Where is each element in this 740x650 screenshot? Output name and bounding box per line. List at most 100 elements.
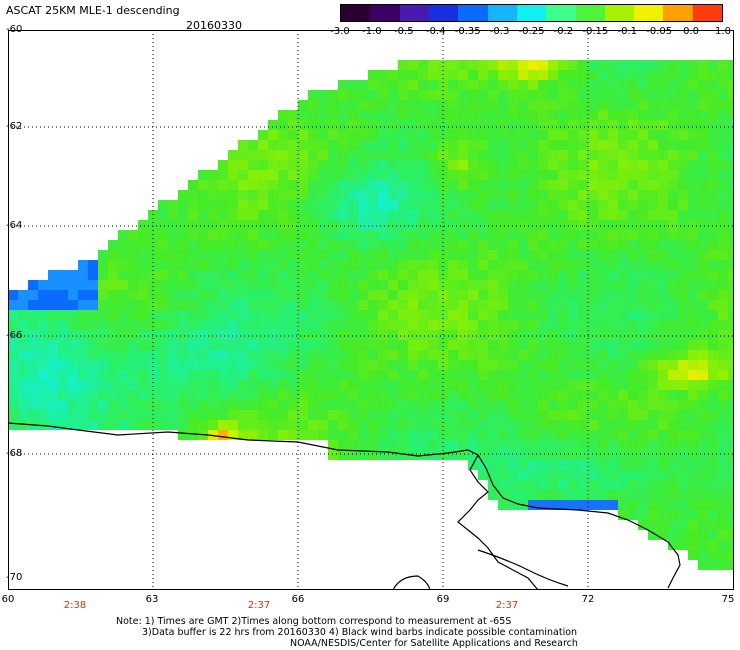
data-pixel	[658, 470, 668, 480]
data-pixel	[728, 510, 734, 520]
data-pixel	[628, 190, 638, 200]
data-pixel	[478, 140, 488, 150]
data-pixel	[658, 230, 668, 240]
data-pixel	[418, 70, 428, 80]
data-pixel	[328, 210, 338, 220]
data-pixel	[358, 130, 368, 140]
coastline-island	[392, 575, 431, 590]
data-pixel	[578, 200, 588, 210]
data-pixel	[248, 190, 258, 200]
data-pixel	[558, 450, 568, 460]
data-pixel	[98, 260, 108, 270]
data-pixel	[698, 120, 708, 130]
data-pixel	[628, 70, 638, 80]
data-pixel	[468, 170, 478, 180]
data-pixel	[558, 460, 568, 470]
data-pixel	[378, 330, 388, 340]
data-pixel	[468, 270, 478, 280]
data-pixel	[348, 350, 358, 360]
data-pixel	[248, 310, 258, 320]
data-pixel	[688, 530, 698, 540]
data-pixel	[678, 140, 688, 150]
data-pixel	[448, 430, 458, 440]
data-pixel	[708, 110, 718, 120]
data-pixel	[38, 420, 48, 430]
data-pixel	[88, 320, 98, 330]
data-pixel	[338, 380, 348, 390]
data-pixel	[428, 180, 438, 190]
data-pixel	[98, 420, 108, 430]
data-pixel	[598, 470, 608, 480]
data-pixel	[238, 410, 248, 420]
data-pixel	[68, 370, 78, 380]
data-pixel	[268, 140, 278, 150]
data-pixel	[368, 410, 378, 420]
data-pixel	[698, 240, 708, 250]
data-pixel	[158, 420, 168, 430]
data-pixel	[58, 270, 68, 280]
data-pixel	[608, 200, 618, 210]
data-pixel	[498, 300, 508, 310]
data-pixel	[338, 240, 348, 250]
data-pixel	[698, 140, 708, 150]
data-pixel	[238, 340, 248, 350]
data-pixel	[388, 370, 398, 380]
data-pixel	[448, 190, 458, 200]
data-pixel	[558, 390, 568, 400]
data-pixel	[718, 490, 728, 500]
data-pixel	[688, 220, 698, 230]
data-pixel	[478, 360, 488, 370]
data-pixel	[158, 300, 168, 310]
data-pixel	[558, 200, 568, 210]
data-pixel	[428, 60, 438, 70]
data-pixel	[428, 250, 438, 260]
data-pixel	[158, 320, 168, 330]
data-pixel	[438, 60, 448, 70]
data-pixel	[568, 270, 578, 280]
data-pixel	[708, 440, 718, 450]
data-pixel	[478, 110, 488, 120]
data-pixel	[168, 200, 178, 210]
data-pixel	[188, 420, 198, 430]
data-pixel	[538, 170, 548, 180]
data-pixel	[178, 190, 188, 200]
data-pixel	[428, 230, 438, 240]
latitude-label: -70	[6, 572, 23, 583]
data-pixel	[248, 280, 258, 290]
data-pixel	[108, 370, 118, 380]
data-pixel	[228, 430, 238, 440]
data-pixel	[608, 410, 618, 420]
data-pixel	[218, 260, 228, 270]
data-pixel	[58, 390, 68, 400]
data-pixel	[388, 220, 398, 230]
data-pixel	[238, 330, 248, 340]
data-pixel	[638, 480, 648, 490]
data-pixel	[168, 310, 178, 320]
data-pixel	[538, 190, 548, 200]
data-pixel	[468, 410, 478, 420]
data-pixel	[418, 360, 428, 370]
data-pixel	[268, 240, 278, 250]
data-pixel	[588, 230, 598, 240]
data-pixel	[648, 480, 658, 490]
data-pixel	[98, 340, 108, 350]
data-pixel	[388, 430, 398, 440]
data-pixel	[698, 70, 708, 80]
data-pixel	[208, 400, 218, 410]
data-pixel	[498, 230, 508, 240]
data-pixel	[268, 310, 278, 320]
data-pixel	[478, 200, 488, 210]
data-pixel	[598, 190, 608, 200]
data-pixel	[638, 300, 648, 310]
data-pixel	[478, 450, 488, 460]
data-pixel	[578, 180, 588, 190]
data-pixel	[518, 480, 528, 490]
data-pixel	[368, 250, 378, 260]
data-pixel	[458, 300, 468, 310]
data-pixel	[598, 430, 608, 440]
data-pixel	[708, 480, 718, 490]
data-pixel	[358, 230, 368, 240]
data-pixel	[398, 380, 408, 390]
data-pixel	[678, 370, 688, 380]
data-pixel	[298, 290, 308, 300]
